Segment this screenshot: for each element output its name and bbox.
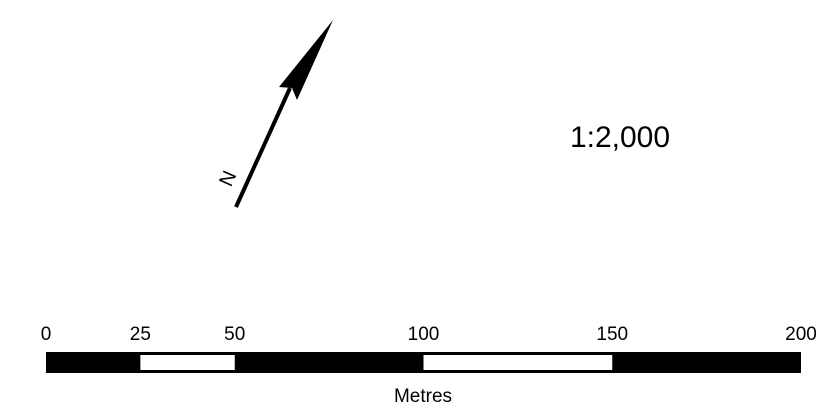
north-arrow-head xyxy=(279,20,333,100)
scale-tick-label-25: 25 xyxy=(130,324,151,345)
scale-tick-label-0: 0 xyxy=(41,324,52,345)
scale-tick-label-50: 50 xyxy=(224,324,245,345)
scale-segment-100-150 xyxy=(423,355,613,370)
north-arrow-shaft xyxy=(234,87,292,208)
scale-tick-label-100: 100 xyxy=(408,324,440,345)
scale-tick-labels: 0 25 50 100 150 200 xyxy=(41,324,817,345)
scale-tick-label-150: 150 xyxy=(596,324,628,345)
north-arrow-icon: N xyxy=(215,20,333,208)
scale-segments xyxy=(140,355,613,370)
scale-ratio: 1:2,000 xyxy=(570,121,670,154)
scale-bar: 0 25 50 100 150 200 xyxy=(41,324,817,373)
scale-units: Metres xyxy=(394,386,452,407)
scale-tick-label-200: 200 xyxy=(785,324,817,345)
scale-segment-25-50 xyxy=(140,355,235,370)
north-letter: N xyxy=(215,168,241,190)
